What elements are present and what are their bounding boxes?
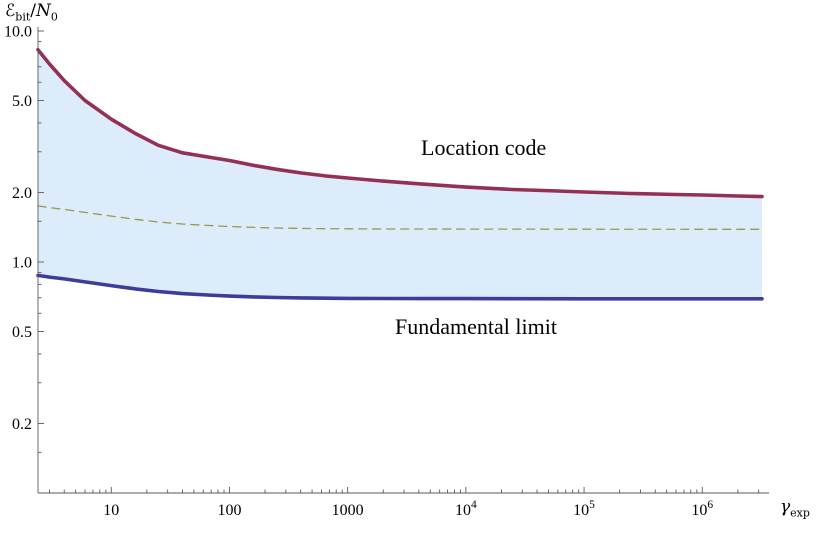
curve-fundamental-limit <box>36 273 764 301</box>
x-axis-label: γexp <box>780 497 810 520</box>
shaded-region-between-curves <box>38 49 762 299</box>
y-tick-label: 0.5 <box>12 324 32 341</box>
y-axis-symbol: ℰ <box>5 1 16 21</box>
y-axis-label: ℰbit/N0 <box>5 1 58 24</box>
x-tick-label: 106 <box>691 499 713 519</box>
curve-dashed-guide <box>37 205 763 230</box>
y-tick-label: 0.2 <box>12 416 32 433</box>
fundamental-limit-curve-label: Fundamental limit <box>395 314 557 339</box>
tick-labels: 10 100 1000 104 105 106 0.2 0.5 1.0 2.0 5.0 10.0 <box>4 24 713 520</box>
x-axis-symbol-subscript: exp <box>790 506 810 520</box>
y-tick-label: 5.0 <box>12 93 32 110</box>
location-code-curve-label: Location code <box>421 135 547 160</box>
axes <box>37 27 769 494</box>
y-tick-label: 10.0 <box>4 24 32 41</box>
x-tick-label: 100 <box>217 502 241 519</box>
x-tick-label: 105 <box>573 499 595 519</box>
y-tick-label: 2.0 <box>12 185 32 202</box>
y-tick-label: 1.0 <box>12 255 32 272</box>
curve-location-code <box>36 47 764 199</box>
y-axis-denominator: N <box>36 1 51 21</box>
y-axis-separator: / <box>30 1 37 21</box>
axis-ticks <box>38 30 760 493</box>
x-tick-label: 10 <box>103 502 119 519</box>
y-axis-symbol-subscript: bit <box>15 10 31 24</box>
y-axis-denominator-subscript: 0 <box>50 10 58 24</box>
x-axis-symbol: γ <box>780 497 791 517</box>
x-tick-label: 104 <box>455 499 477 519</box>
x-tick-label: 1000 <box>332 502 364 519</box>
